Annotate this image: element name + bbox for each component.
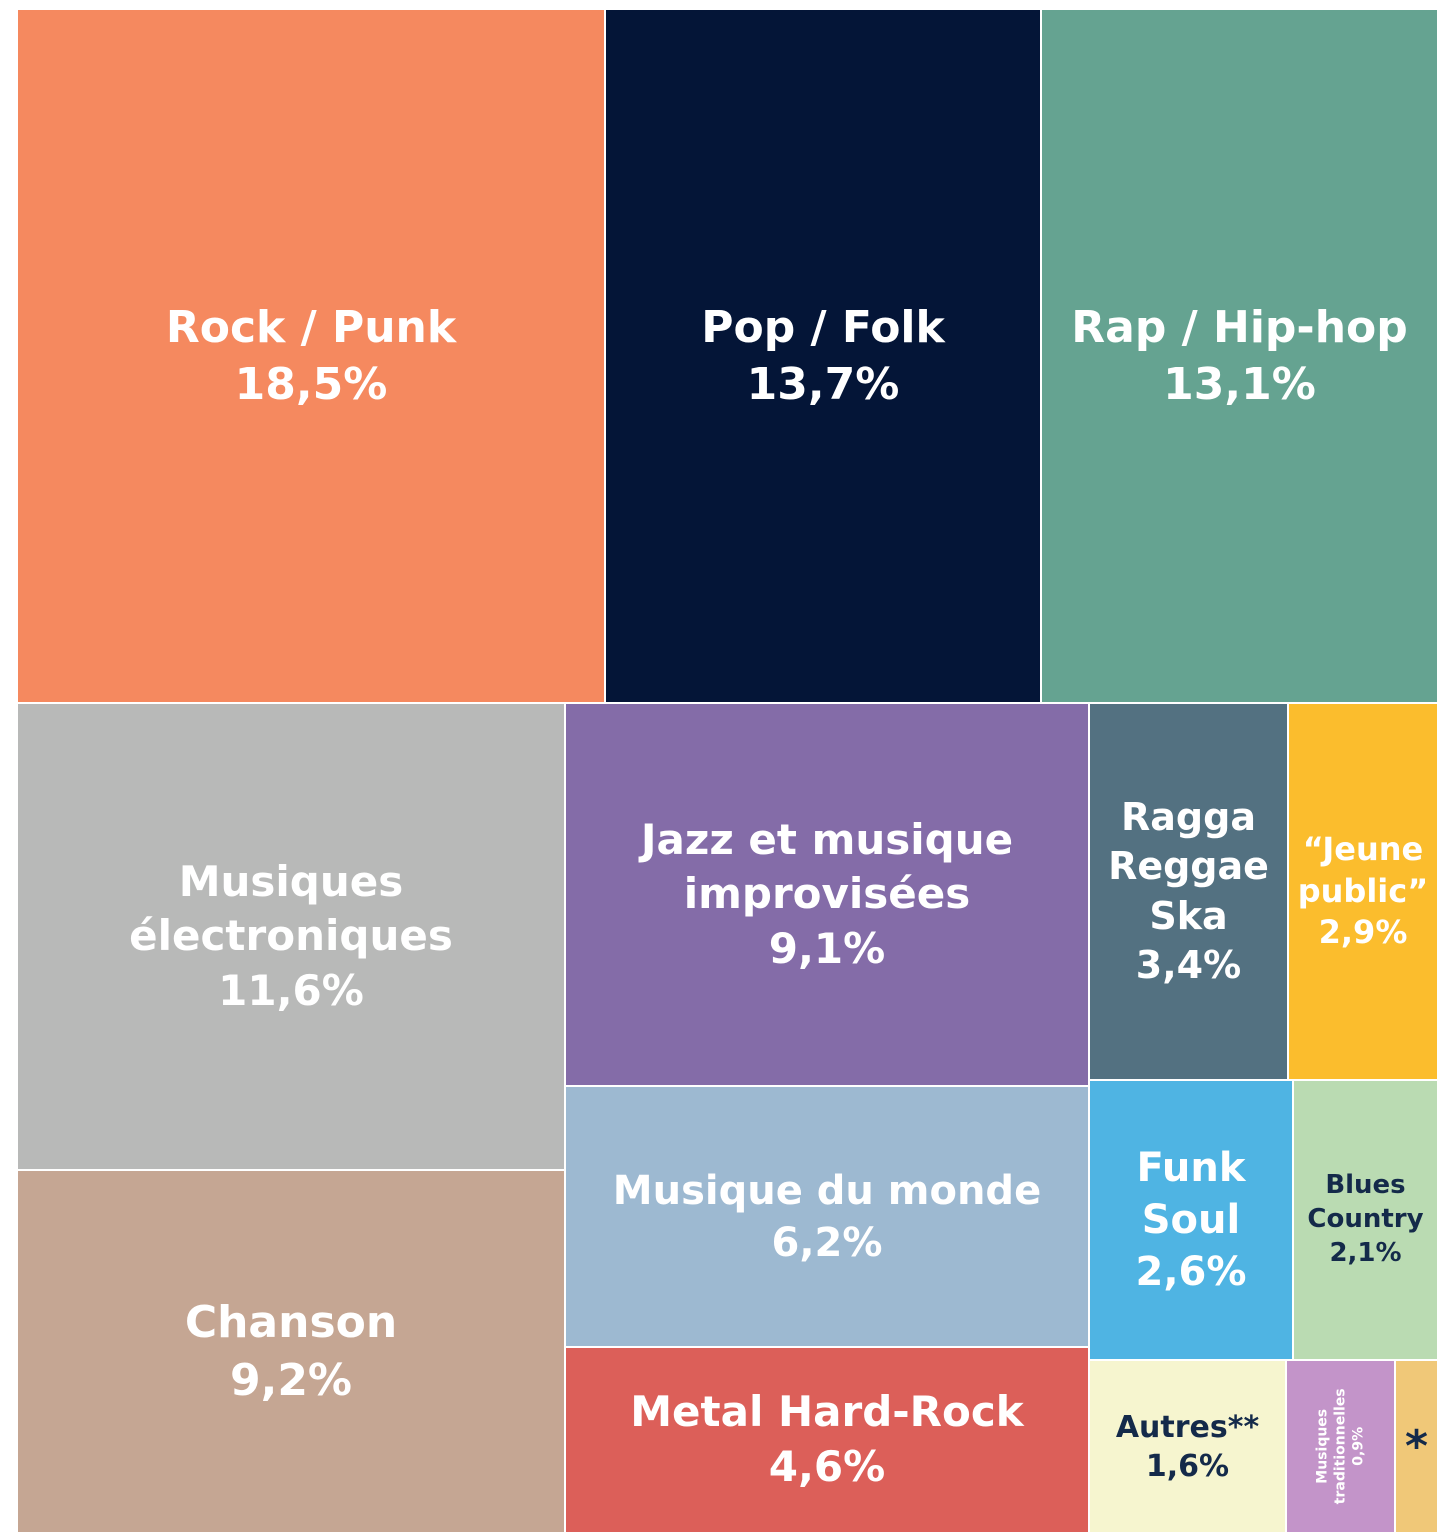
tile-label: Rap / Hip-hop 13,1%: [1071, 299, 1408, 413]
tile: Jazz et musique improvisées 9,1%: [566, 704, 1088, 1085]
tile: Musiques électroniques 11,6%: [18, 704, 564, 1169]
tile-label: Pop / Folk 13,7%: [701, 299, 945, 413]
value-label: 9,1%: [768, 923, 886, 973]
category-label: Musiques électroniques: [129, 856, 453, 961]
tile-label: Musique du monde 6,2%: [613, 1165, 1041, 1269]
category-label: Metal Hard-Rock: [630, 1387, 1024, 1437]
tile-label: Musiques traditionnelles 0,9%: [1313, 1389, 1368, 1505]
tile-label: Metal Hard-Rock 4,6%: [630, 1385, 1023, 1494]
category-label: Blues Country: [1307, 1170, 1424, 1235]
tile: Rap / Hip-hop 13,1%: [1042, 10, 1437, 702]
tile-label: Funk Soul 2,6%: [1136, 1142, 1247, 1298]
value-label: 2,1%: [1329, 1237, 1402, 1268]
tile: Blues Country 2,1%: [1294, 1081, 1437, 1359]
tile: Musique du monde 6,2%: [566, 1087, 1088, 1346]
value-label: 6,2%: [771, 1219, 883, 1266]
value-label: 13,7%: [746, 359, 900, 410]
tile: Rock / Punk 18,5%: [18, 10, 604, 702]
category-label: Ragga Reggae Ska: [1108, 794, 1269, 938]
tile: Pop / Folk 13,7%: [606, 10, 1040, 702]
category-label: Jazz et musique improvisées: [640, 814, 1014, 919]
tile: *: [1396, 1361, 1437, 1532]
tile-label: Jazz et musique improvisées 9,1%: [641, 813, 1013, 977]
value-label: 0,9%: [1350, 1427, 1367, 1466]
tile-label: Musiques électroniques 11,6%: [129, 855, 453, 1019]
tile: Metal Hard-Rock 4,6%: [566, 1348, 1088, 1532]
tile-label: Chanson 9,2%: [185, 1294, 397, 1408]
tile: Chanson 9,2%: [18, 1171, 564, 1532]
value-label: 11,6%: [218, 965, 364, 1015]
tile-label: Blues Country 2,1%: [1307, 1169, 1423, 1270]
category-label: “Jeune public”: [1297, 830, 1429, 910]
category-label: Musique du monde: [612, 1167, 1042, 1214]
category-label: Pop / Folk: [701, 301, 945, 353]
category-label: Funk Soul: [1136, 1145, 1246, 1243]
tile-label: *: [1405, 1418, 1428, 1475]
value-label: 18,5%: [234, 359, 388, 410]
tile-label: Rock / Punk 18,5%: [166, 299, 456, 413]
category-label: Musiques traditionnelles: [1314, 1388, 1349, 1505]
category-label: Rap / Hip-hop: [1071, 301, 1408, 353]
value-label: 13,1%: [1163, 359, 1316, 410]
tile: “Jeune public” 2,9%: [1289, 704, 1437, 1079]
tile-label: “Jeune public” 2,9%: [1298, 829, 1429, 954]
tile: Funk Soul 2,6%: [1090, 1081, 1292, 1359]
value-label: 9,2%: [229, 1354, 353, 1406]
value-label: 4,6%: [768, 1442, 886, 1491]
tile-label: Autres** 1,6%: [1116, 1408, 1259, 1486]
value-label: 2,6%: [1135, 1249, 1247, 1295]
value-label: 1,6%: [1145, 1448, 1230, 1484]
value-label: 3,4%: [1135, 942, 1242, 987]
category-label: *: [1404, 1420, 1428, 1472]
tile-label: Ragga Reggae Ska 3,4%: [1108, 793, 1269, 991]
tile: Musiques traditionnelles 0,9%: [1287, 1361, 1394, 1532]
category-label: Rock / Punk: [165, 301, 457, 353]
tile: Autres** 1,6%: [1090, 1361, 1285, 1532]
category-label: Chanson: [184, 1297, 398, 1349]
tile: Ragga Reggae Ska 3,4%: [1090, 704, 1287, 1079]
category-label: Autres**: [1115, 1409, 1260, 1445]
value-label: 2,9%: [1318, 913, 1408, 952]
